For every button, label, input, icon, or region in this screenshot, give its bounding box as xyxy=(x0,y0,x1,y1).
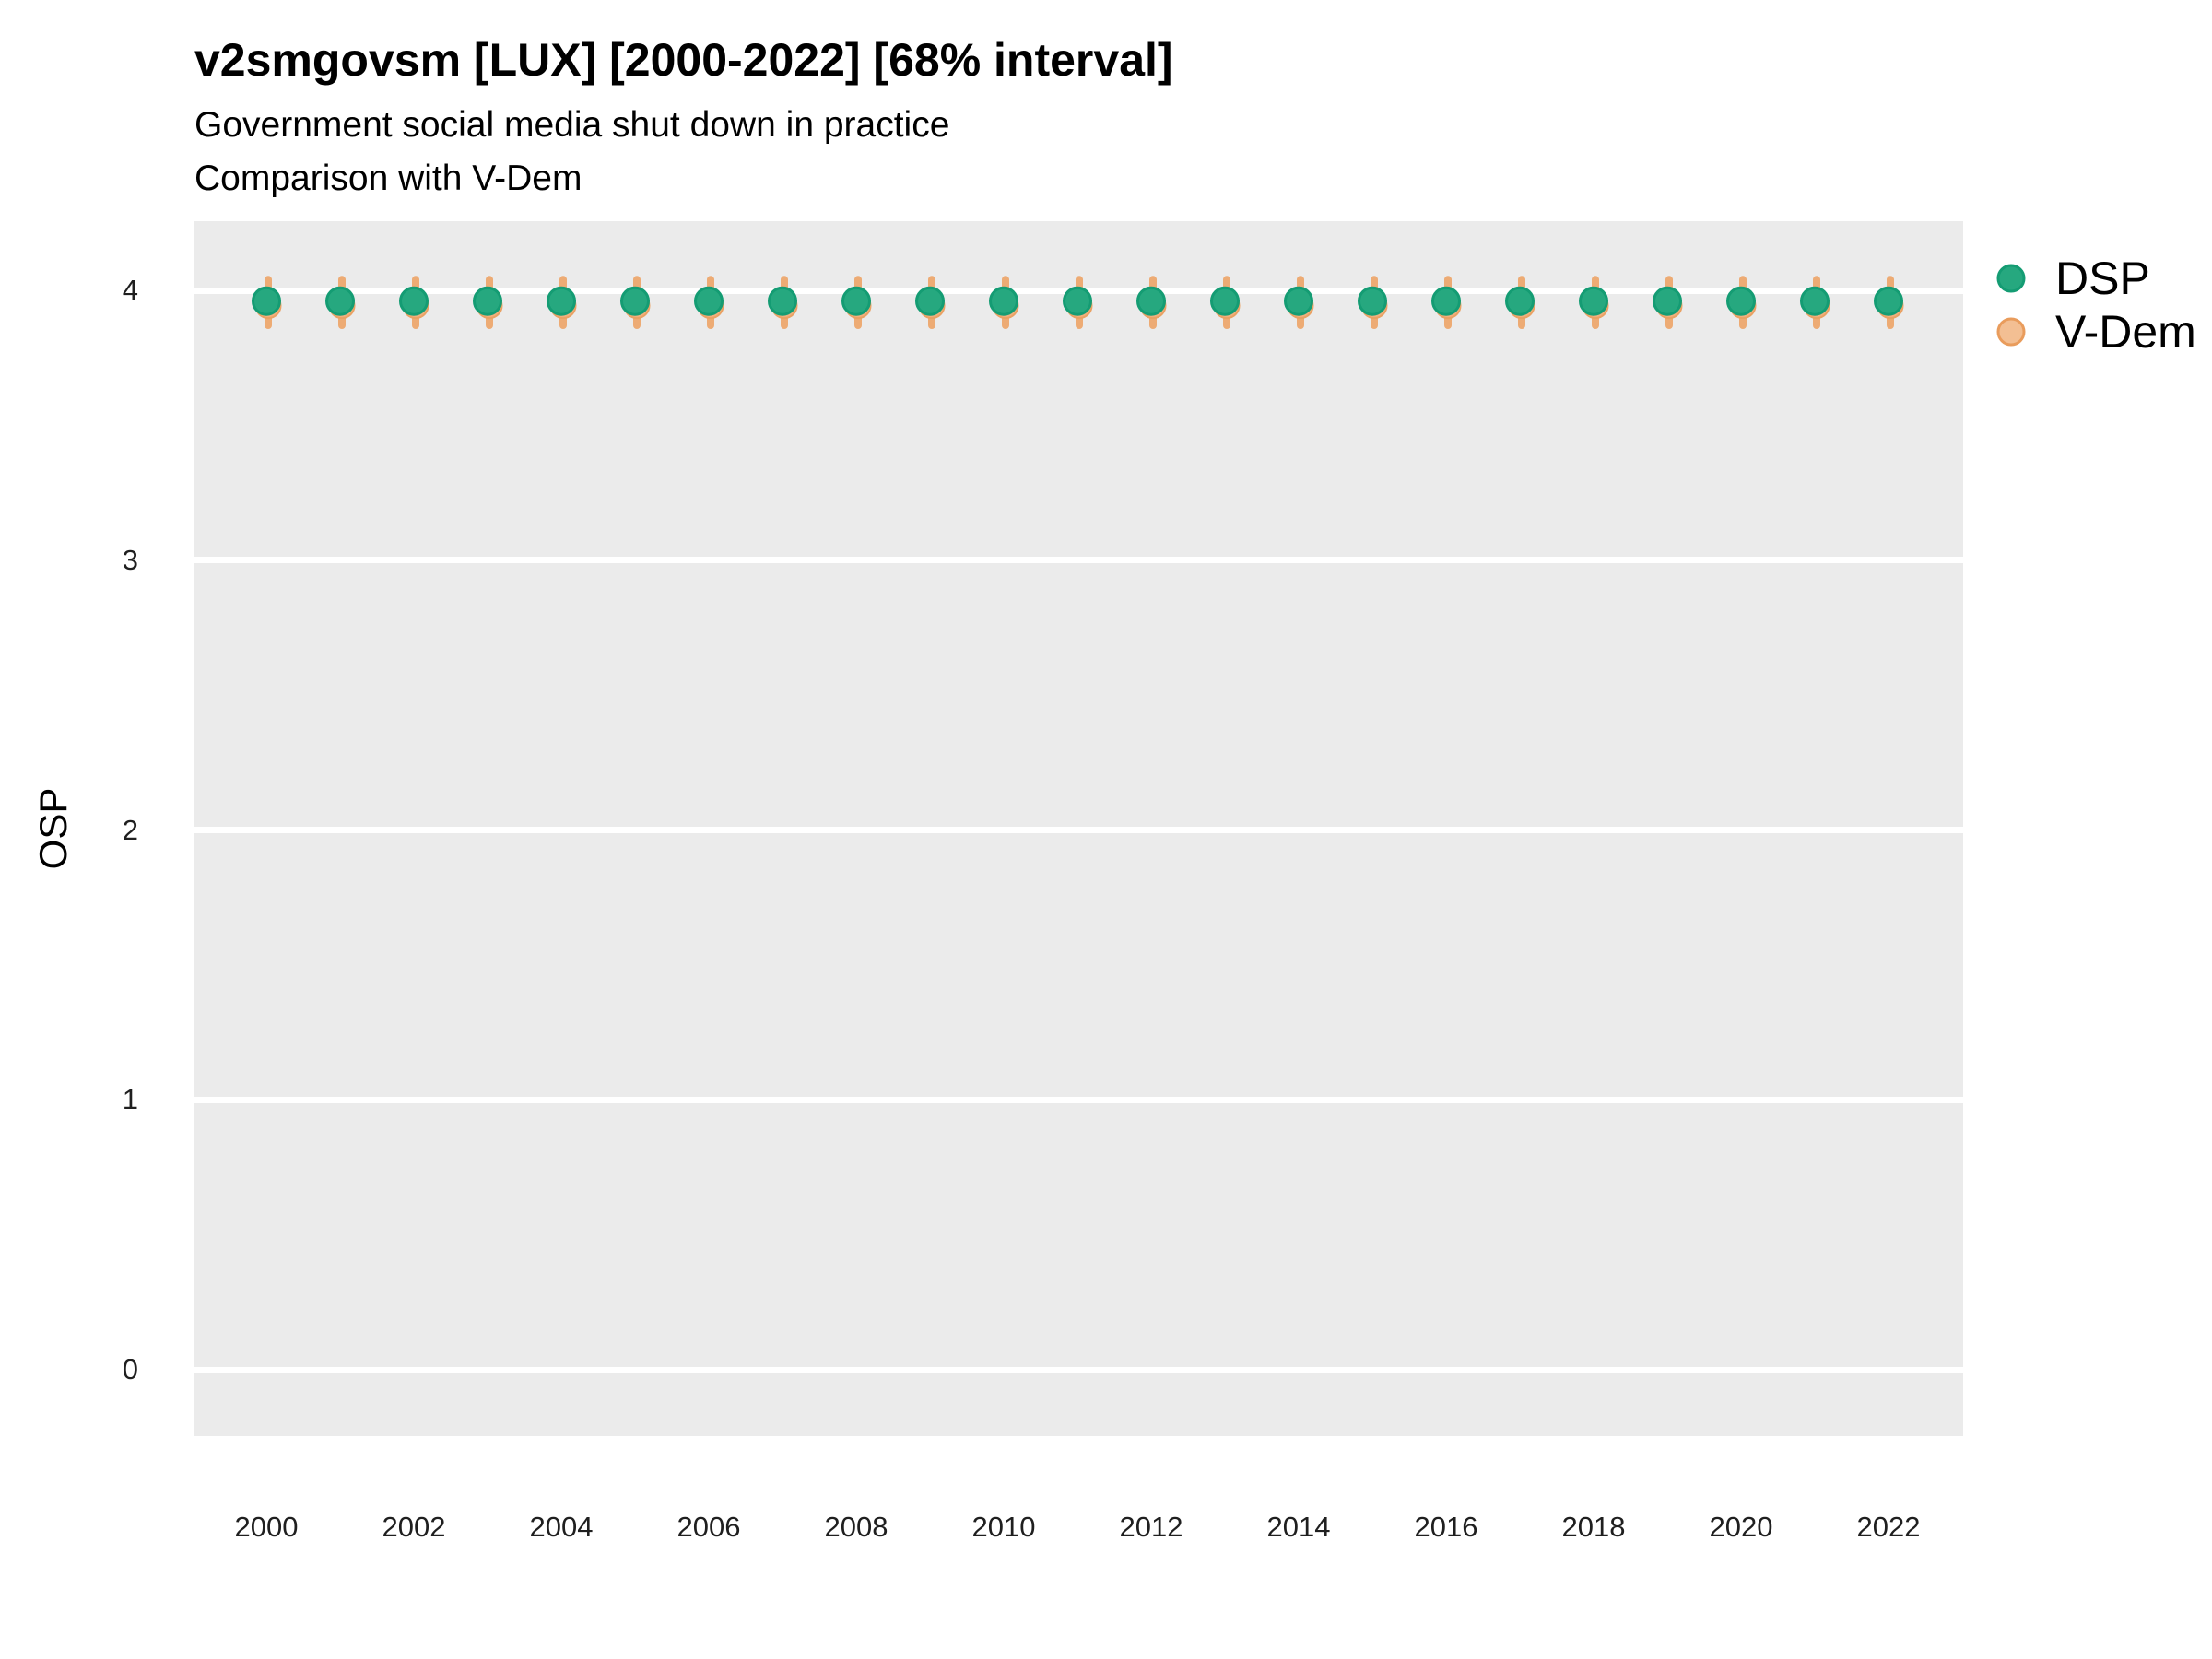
dsp-point-2012 xyxy=(1136,286,1166,316)
x-tick-label-2002: 2002 xyxy=(382,1511,446,1543)
x-tick-label-2000: 2000 xyxy=(234,1511,299,1543)
x-tick-label-2004: 2004 xyxy=(529,1511,594,1543)
chart-title: v2smgovsm [LUX] [2000-2022] [68% interva… xyxy=(194,34,1173,86)
legend-swatch-dsp-icon xyxy=(1996,264,2026,293)
plot-panel xyxy=(194,221,1963,1436)
point-group-2001 xyxy=(325,276,356,330)
y-tick-label-4: 4 xyxy=(122,274,138,306)
y-tick-label-3: 3 xyxy=(122,543,138,576)
legend-label-dsp: DSP xyxy=(2055,253,2150,304)
x-tick-label-2008: 2008 xyxy=(824,1511,888,1543)
legend-label-v-dem: V-Dem xyxy=(2055,306,2196,358)
dsp-point-2017 xyxy=(1505,286,1535,316)
y-tick-label-1: 1 xyxy=(122,1083,138,1116)
legend-item-v-dem: V-Dem xyxy=(1991,306,2196,358)
x-tick-label-2006: 2006 xyxy=(677,1511,741,1543)
dsp-point-2018 xyxy=(1579,286,1608,316)
legend-item-dsp: DSP xyxy=(1991,253,2150,304)
dsp-point-2006 xyxy=(694,286,724,316)
x-tick-label-2010: 2010 xyxy=(971,1511,1036,1543)
point-group-2012 xyxy=(1136,276,1167,330)
x-tick-label-2022: 2022 xyxy=(1856,1511,1921,1543)
dsp-point-2010 xyxy=(989,286,1018,316)
x-tick-label-2016: 2016 xyxy=(1414,1511,1478,1543)
dsp-point-2022 xyxy=(1874,286,1903,316)
dsp-point-2003 xyxy=(473,286,502,316)
dsp-point-2020 xyxy=(1726,286,1756,316)
point-group-2020 xyxy=(1726,276,1757,330)
dsp-point-2011 xyxy=(1063,286,1092,316)
point-group-2006 xyxy=(694,276,724,330)
chart-subtitle: Government social media shut down in pra… xyxy=(194,105,950,145)
point-group-2019 xyxy=(1653,276,1683,330)
point-group-2005 xyxy=(620,276,651,330)
gridline-y-3 xyxy=(194,557,1963,564)
point-group-2017 xyxy=(1505,276,1535,330)
y-tick-label-2: 2 xyxy=(122,813,138,846)
y-tick-label-0: 0 xyxy=(122,1353,138,1385)
gridline-y-0 xyxy=(194,1366,1963,1373)
point-group-2021 xyxy=(1800,276,1830,330)
point-group-2009 xyxy=(915,276,946,330)
dsp-point-2005 xyxy=(620,286,650,316)
dsp-point-2004 xyxy=(547,286,576,316)
x-tick-label-2018: 2018 xyxy=(1561,1511,1626,1543)
gridline-y-2 xyxy=(194,827,1963,833)
point-group-2010 xyxy=(989,276,1019,330)
x-tick-label-2012: 2012 xyxy=(1119,1511,1183,1543)
point-group-2016 xyxy=(1431,276,1462,330)
gridline-y-1 xyxy=(194,1096,1963,1103)
x-tick-label-2020: 2020 xyxy=(1709,1511,1773,1543)
dsp-point-2009 xyxy=(915,286,945,316)
point-group-2002 xyxy=(399,276,429,330)
point-group-2000 xyxy=(252,276,282,330)
dsp-point-2016 xyxy=(1431,286,1461,316)
dsp-point-2021 xyxy=(1800,286,1830,316)
point-group-2007 xyxy=(768,276,798,330)
point-group-2003 xyxy=(473,276,503,330)
point-group-2014 xyxy=(1284,276,1314,330)
dsp-point-2007 xyxy=(768,286,797,316)
point-group-2018 xyxy=(1579,276,1609,330)
legend-swatch-v-dem-icon xyxy=(1996,317,2026,347)
x-tick-label-2014: 2014 xyxy=(1266,1511,1331,1543)
dsp-point-2002 xyxy=(399,286,429,316)
dsp-point-2000 xyxy=(252,286,281,316)
point-group-2013 xyxy=(1210,276,1241,330)
point-group-2022 xyxy=(1874,276,1904,330)
dsp-point-2008 xyxy=(841,286,871,316)
point-group-2011 xyxy=(1063,276,1093,330)
data-points-layer xyxy=(252,276,1904,330)
point-group-2015 xyxy=(1358,276,1388,330)
dsp-point-2019 xyxy=(1653,286,1682,316)
point-group-2004 xyxy=(547,276,577,330)
chart-subtitle-comparison: Comparison with V-Dem xyxy=(194,159,582,198)
dsp-point-2013 xyxy=(1210,286,1240,316)
dsp-point-2001 xyxy=(325,286,355,316)
dsp-point-2014 xyxy=(1284,286,1313,316)
point-group-2008 xyxy=(841,276,872,330)
dsp-point-2015 xyxy=(1358,286,1387,316)
